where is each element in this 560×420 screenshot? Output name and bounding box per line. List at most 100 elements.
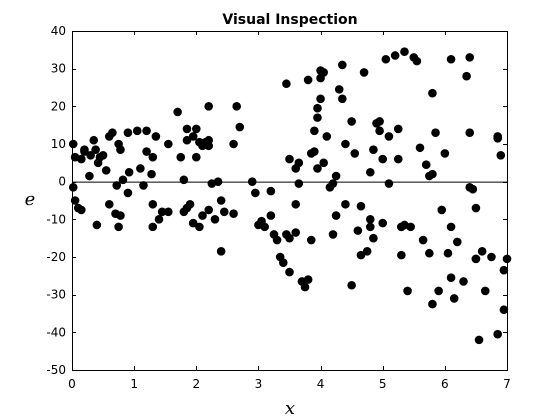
- scatter-point: [390, 51, 400, 60]
- scatter-point: [310, 126, 319, 136]
- scatter-point: [378, 154, 388, 164]
- scatter-point: [112, 181, 122, 190]
- scatter-point: [116, 211, 125, 220]
- scatter-point: [210, 215, 220, 224]
- scatter-point: [375, 117, 384, 126]
- scatter-point: [341, 199, 350, 209]
- scatter-point: [142, 147, 151, 156]
- y-tick-label: -50: [46, 363, 66, 377]
- scatter-point: [437, 205, 447, 215]
- scatter-point: [285, 233, 294, 243]
- x-tick-label: 1: [130, 377, 138, 391]
- scatter-point: [303, 75, 313, 85]
- scatter-point: [204, 205, 214, 215]
- x-tick-label: 2: [192, 377, 200, 391]
- scatter-point: [91, 145, 100, 154]
- scatter-point: [139, 181, 148, 190]
- scatter-point: [356, 250, 366, 260]
- y-tick-label: 30: [51, 62, 66, 76]
- y-tick-label: -30: [46, 288, 66, 302]
- scatter-point: [219, 207, 229, 217]
- scatter-point: [157, 207, 167, 217]
- scatter-point: [179, 175, 189, 185]
- points-layer: [68, 47, 512, 345]
- scatter-point: [350, 149, 360, 158]
- scatter-point: [446, 222, 456, 232]
- scatter-point: [418, 235, 428, 245]
- scatter-point: [148, 199, 158, 209]
- scatter-point: [359, 68, 369, 77]
- scatter-point: [369, 233, 378, 243]
- scatter-point: [114, 222, 123, 232]
- y-tick-label: -10: [46, 212, 66, 226]
- scatter-point: [428, 299, 437, 309]
- scatter-point: [381, 54, 391, 64]
- scatter-point: [132, 126, 142, 136]
- scatter-point: [229, 139, 238, 149]
- scatter-point: [272, 235, 282, 245]
- x-tick-label: 7: [503, 377, 511, 391]
- scatter-point: [331, 211, 341, 220]
- scatter-point: [266, 211, 276, 220]
- scatter-point: [204, 141, 214, 151]
- scatter-point: [195, 222, 204, 232]
- scatter-point: [322, 132, 332, 141]
- scatter-point: [310, 147, 319, 156]
- scatter-point: [347, 280, 356, 290]
- scatter-point: [89, 135, 99, 145]
- scatter-point: [98, 151, 108, 160]
- scatter-point: [369, 145, 378, 154]
- scatter-point: [397, 250, 406, 260]
- scatter-point: [365, 222, 375, 232]
- scatter-point: [207, 179, 217, 188]
- scatter-point: [499, 265, 509, 275]
- scatter-point: [443, 248, 453, 258]
- scatter-point: [313, 164, 322, 173]
- scatter-point: [77, 205, 86, 215]
- scatter-point: [291, 199, 301, 209]
- scatter-point: [425, 248, 434, 258]
- scatter-point: [313, 113, 322, 122]
- y-tick-label: 20: [51, 99, 66, 113]
- scatter-point: [362, 247, 372, 256]
- scatter-point: [164, 139, 173, 149]
- scatter-point: [338, 60, 347, 70]
- chart-title: Visual Inspection: [222, 12, 357, 28]
- scatter-point: [316, 94, 325, 104]
- scatter-point: [151, 132, 161, 141]
- x-ticks: 0 1 2 3 4 5 6 7: [68, 31, 511, 391]
- scatter-point: [216, 247, 226, 256]
- scatter-point: [86, 151, 95, 160]
- scatter-point: [474, 335, 484, 345]
- y-tick-label: -40: [46, 325, 66, 339]
- scatter-point: [428, 169, 437, 179]
- scatter-point: [480, 286, 490, 296]
- scatter-point: [101, 166, 111, 175]
- x-tick-label: 3: [255, 377, 263, 391]
- scatter-point: [300, 282, 310, 292]
- scatter-point: [465, 128, 475, 137]
- y-tick-label: 40: [51, 24, 66, 38]
- scatter-point: [493, 329, 502, 339]
- scatter-point: [216, 196, 226, 205]
- scatter-point: [375, 126, 384, 136]
- scatter-point: [477, 247, 487, 256]
- scatter-point: [306, 235, 316, 245]
- scatter-point: [378, 218, 388, 228]
- scatter-point: [471, 203, 481, 213]
- scatter-point: [384, 132, 394, 141]
- x-tick-label: 5: [379, 377, 387, 391]
- scatter-point: [446, 54, 456, 64]
- scatter-point: [182, 135, 192, 145]
- scatter-point: [93, 158, 103, 168]
- scatter-point: [282, 79, 291, 89]
- scatter-point: [68, 183, 78, 192]
- scatter-point: [80, 145, 89, 154]
- scatter-point: [328, 179, 338, 188]
- x-tick-label: 4: [317, 377, 325, 391]
- scatter-point: [204, 102, 214, 111]
- scatter-point: [147, 169, 156, 179]
- y-tick-label: -20: [46, 250, 66, 264]
- scatter-point: [353, 226, 363, 235]
